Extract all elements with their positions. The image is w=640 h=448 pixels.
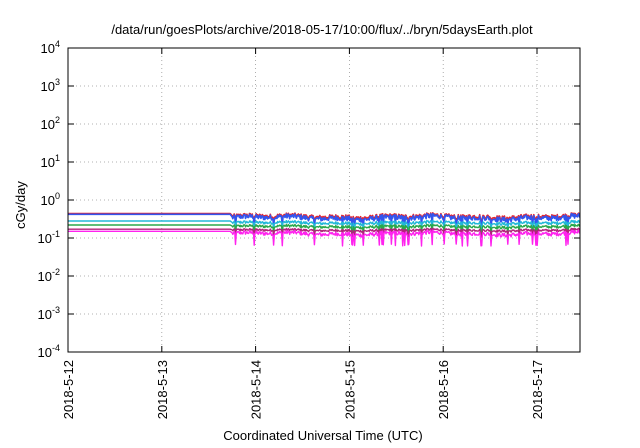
x-tick-label: 2018-5-16 [436,360,451,419]
y-tick-label: 10-4 [38,343,60,360]
y-tick-label: 10-1 [38,229,60,246]
y-tick-label: 103 [41,77,60,94]
series-line-5 [68,227,580,238]
series-lines [68,212,581,247]
x-tick-label: 2018-5-12 [61,360,76,419]
chart-title: /data/run/goesPlots/archive/2018-05-17/1… [111,22,533,37]
y-axis-label: cGy/day [13,181,28,229]
series-line-4 [68,223,580,235]
x-tick-label: 2018-5-14 [249,360,264,419]
series-line-6 [68,229,581,247]
y-tick-label: 10-3 [38,305,60,322]
y-tick-label: 10-2 [38,267,60,284]
grid [68,48,580,352]
x-tick-label: 2018-5-17 [530,360,545,419]
series-line-3 [68,219,580,232]
x-axis-label: Coordinated Universal Time (UTC) [223,428,422,443]
x-tick-label: 2018-5-15 [342,360,357,419]
y-tick-label: 100 [41,191,60,208]
y-tick-label: 104 [41,39,60,56]
y-tick-label: 102 [41,115,60,132]
y-tick-label: 101 [41,153,60,170]
ticks: 10-4 10-3 10-2 10-1 100 101 102 103 104 2018-5-12… [38,39,580,419]
series-line-2 [68,212,581,228]
x-tick-label: 2018-5-13 [155,360,170,419]
